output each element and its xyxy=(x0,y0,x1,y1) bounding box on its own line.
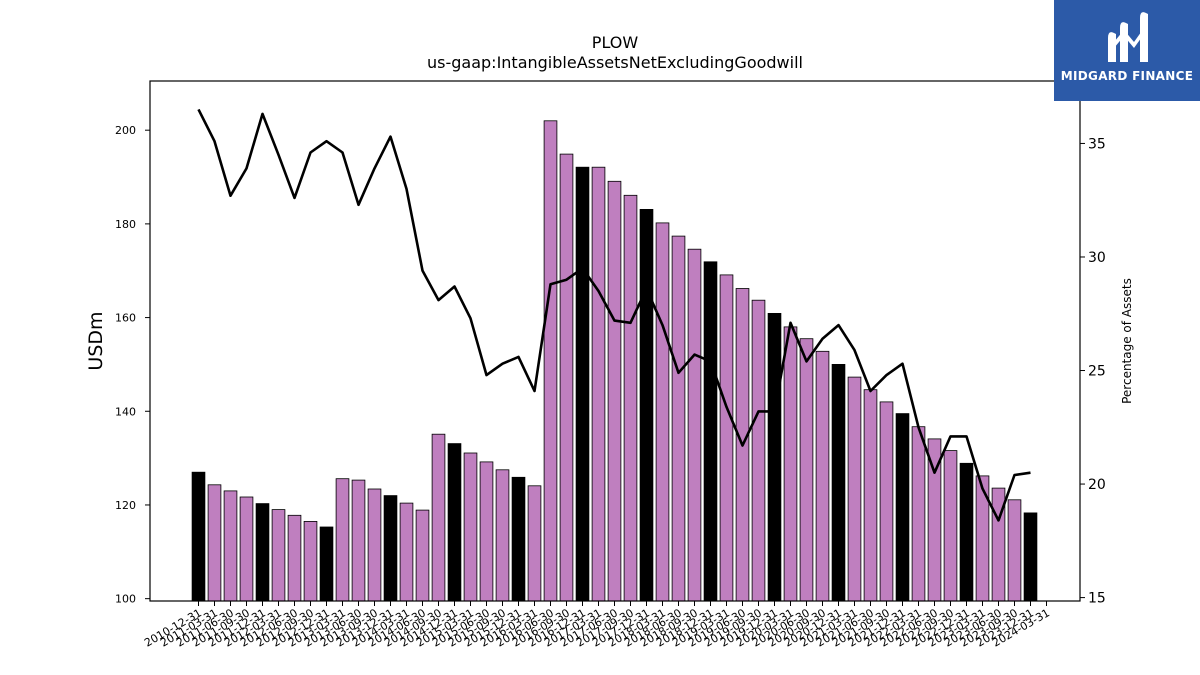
bar-2014-06-30 xyxy=(415,509,430,602)
bar-2012-09-30 xyxy=(303,521,318,602)
bar-2018-12-31 xyxy=(703,261,718,602)
y-tick-label: 160 xyxy=(115,312,136,325)
y-tick-label: 180 xyxy=(115,218,136,231)
y2-axis-label: Percentage of Assets xyxy=(1120,278,1134,404)
bar-2016-09-30 xyxy=(559,153,574,602)
bar-2015-09-30 xyxy=(495,469,510,602)
bar-2014-12-31 xyxy=(447,443,462,602)
y-axis-label: USDm xyxy=(85,311,107,370)
bar-2022-09-30 xyxy=(943,450,958,602)
bar-2013-06-30 xyxy=(351,479,366,602)
midgard-finance-logo: MIDGARD FINANCE xyxy=(1054,0,1200,101)
bar-2013-12-31 xyxy=(383,495,398,602)
bar-2018-03-31 xyxy=(655,222,670,602)
bar-2013-03-31 xyxy=(335,478,350,602)
y2-tick-label: 30 xyxy=(1088,250,1106,266)
bar-2019-03-31 xyxy=(719,274,734,602)
chart-subtitle: us-gaap:IntangibleAssetsNetExcludingGood… xyxy=(427,53,803,72)
axes: 10012014016018020015202530352010-12-3120… xyxy=(115,80,1106,650)
y2-tick-label: 20 xyxy=(1088,477,1106,493)
bar-2014-03-31 xyxy=(399,502,414,602)
bar-2017-12-31 xyxy=(639,208,654,602)
y-tick-label: 120 xyxy=(115,499,136,512)
bar-2022-03-31 xyxy=(911,426,926,602)
brand-name: MIDGARD FINANCE xyxy=(1060,69,1194,83)
bar-2013-09-30 xyxy=(367,488,382,602)
bar-2016-12-31 xyxy=(575,166,590,602)
bar-2020-12-31 xyxy=(831,363,846,602)
bar-2023-12-31 xyxy=(1023,512,1038,602)
bar-series xyxy=(191,120,1038,602)
bar-2022-12-31 xyxy=(959,462,974,602)
bar-2016-03-31 xyxy=(527,485,542,602)
bar-2020-06-30 xyxy=(799,338,814,602)
bar-2018-06-30 xyxy=(671,235,686,602)
bar-2019-12-31 xyxy=(767,312,782,602)
chart-title: PLOW xyxy=(592,33,639,52)
bar-2015-03-31 xyxy=(463,452,478,602)
bar-2011-12-31 xyxy=(255,503,270,602)
bar-2017-03-31 xyxy=(591,166,606,602)
y-tick-label: 100 xyxy=(115,593,136,606)
bar-2011-06-30 xyxy=(223,490,238,602)
bar-2012-06-30 xyxy=(287,514,302,602)
bar-2016-06-30 xyxy=(543,120,558,602)
bar-2021-06-30 xyxy=(863,389,878,602)
bar-2020-09-30 xyxy=(815,350,830,602)
y2-tick-label: 25 xyxy=(1088,364,1106,380)
bar-2019-09-30 xyxy=(751,299,766,602)
y-tick-label: 140 xyxy=(115,405,136,418)
y2-tick-label: 15 xyxy=(1088,591,1106,607)
bar-2021-09-30 xyxy=(879,401,894,602)
bar-2011-03-31 xyxy=(207,484,222,602)
bar-2015-12-31 xyxy=(511,476,526,602)
percentage-line-series xyxy=(197,108,1031,522)
bar-2012-12-31 xyxy=(319,526,334,602)
bar-2018-09-30 xyxy=(687,248,702,602)
bar-2015-06-30 xyxy=(479,461,494,602)
y2-tick-label: 35 xyxy=(1088,136,1106,152)
bar-2021-03-31 xyxy=(847,376,862,602)
midgard-finance-m-logo-icon xyxy=(1108,12,1148,63)
bar-2012-03-31 xyxy=(271,509,286,602)
bar-2010-12-31 xyxy=(191,471,206,602)
percentage-line xyxy=(197,108,1031,522)
bar-2017-09-30 xyxy=(623,194,638,602)
bar-2021-12-31 xyxy=(895,413,910,602)
y-tick-label: 200 xyxy=(115,124,136,137)
bar-2017-06-30 xyxy=(607,180,622,602)
bar-2023-09-30 xyxy=(1007,499,1022,602)
bar-2011-09-30 xyxy=(239,496,254,602)
bar-2020-03-31 xyxy=(783,326,798,602)
bar-2014-09-30 xyxy=(431,433,446,602)
